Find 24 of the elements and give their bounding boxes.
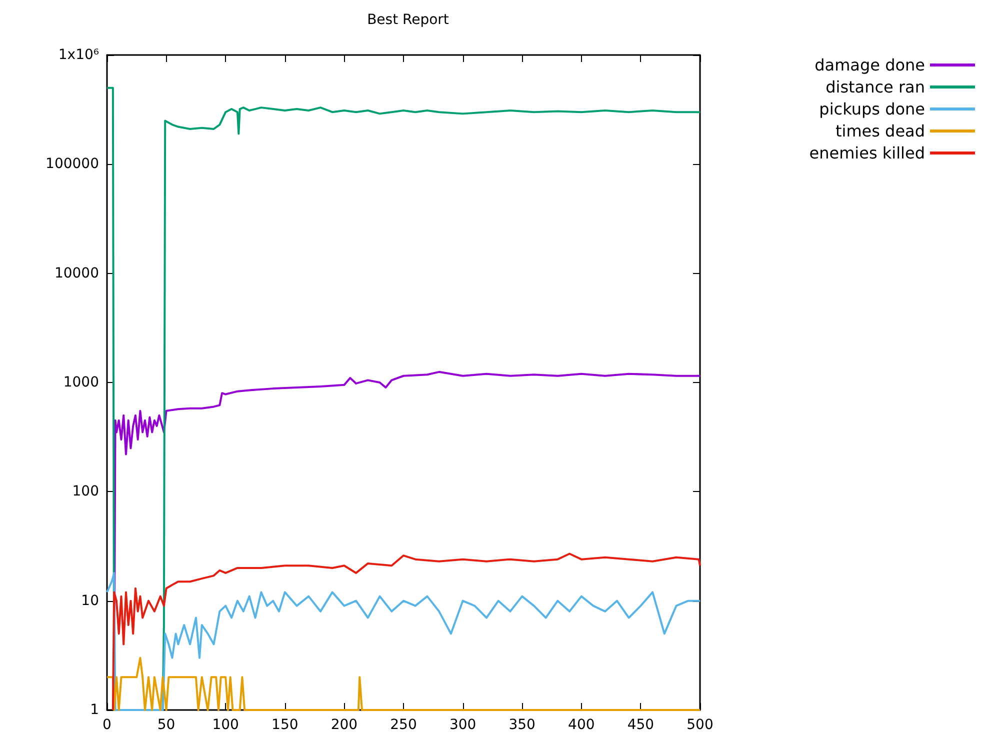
chart-title: Best Report xyxy=(367,12,450,28)
y-tick-label: 100000 xyxy=(46,156,99,172)
legend-label: times dead xyxy=(835,122,925,140)
legend-label: pickups done xyxy=(819,100,925,118)
x-tick-label: 150 xyxy=(272,717,298,733)
x-tick-label: 0 xyxy=(102,717,112,733)
y-tick-label: 1000 xyxy=(63,374,99,390)
legend-label: enemies killed xyxy=(809,144,925,162)
y-tick-label: 1 xyxy=(90,702,99,718)
x-tick-label: 400 xyxy=(568,717,595,733)
y-tick-label: 10000 xyxy=(54,265,99,282)
x-tick-label: 350 xyxy=(508,717,536,733)
y-tick-label: 1x10⁶ xyxy=(58,47,100,63)
legend-label: distance ran xyxy=(826,78,925,96)
y-tick-label: 100 xyxy=(72,484,99,500)
x-tick-label: 100 xyxy=(212,717,239,733)
x-tick-label: 450 xyxy=(627,717,654,733)
x-tick-label: 250 xyxy=(390,717,417,733)
x-tick-label: 50 xyxy=(157,717,176,733)
x-tick-label: 300 xyxy=(449,717,476,733)
y-tick-label: 10 xyxy=(81,592,99,609)
x-tick-label: 200 xyxy=(330,717,358,733)
x-tick-label: 500 xyxy=(686,717,714,733)
legend-label: damage done xyxy=(814,56,925,74)
